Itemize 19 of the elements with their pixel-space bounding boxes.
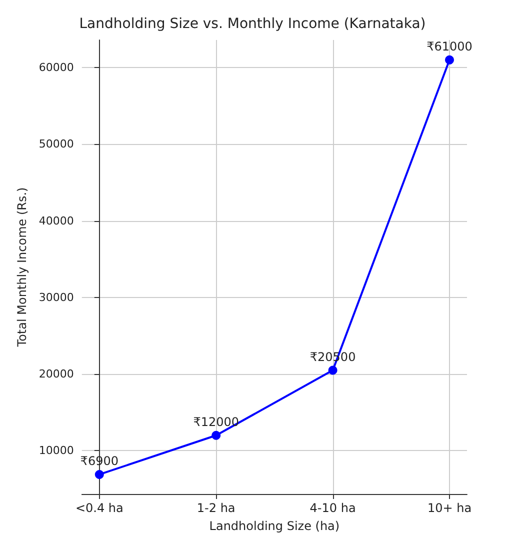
point xyxy=(94,470,104,479)
data-label: ₹61000 xyxy=(426,39,472,54)
data-label: ₹12000 xyxy=(193,414,240,429)
point xyxy=(212,430,221,440)
point xyxy=(328,366,338,375)
x-tick-label: 1-2 ha xyxy=(196,501,236,515)
x-tick-label: 10+ ha xyxy=(427,501,472,515)
chart-title: Landholding Size vs. Monthly Income (Karnataka) xyxy=(79,16,426,32)
x-tick-label: <0.4 ha xyxy=(75,501,124,515)
y-tick-label: 50000 xyxy=(38,138,74,151)
point xyxy=(445,55,454,64)
y-tick-label: 10000 xyxy=(38,444,74,458)
y-tick-label: 30000 xyxy=(38,290,74,304)
y-tick-label: 60000 xyxy=(38,61,74,74)
y-tick-label: 20000 xyxy=(38,368,74,381)
x-tick-label: 4-10 ha xyxy=(310,501,356,515)
x-axis-title: Landholding Size (ha) xyxy=(209,519,340,533)
y-tick-label: 40000 xyxy=(38,214,74,228)
y-axis-title: Total Monthly Income (Rs.) xyxy=(15,187,29,348)
